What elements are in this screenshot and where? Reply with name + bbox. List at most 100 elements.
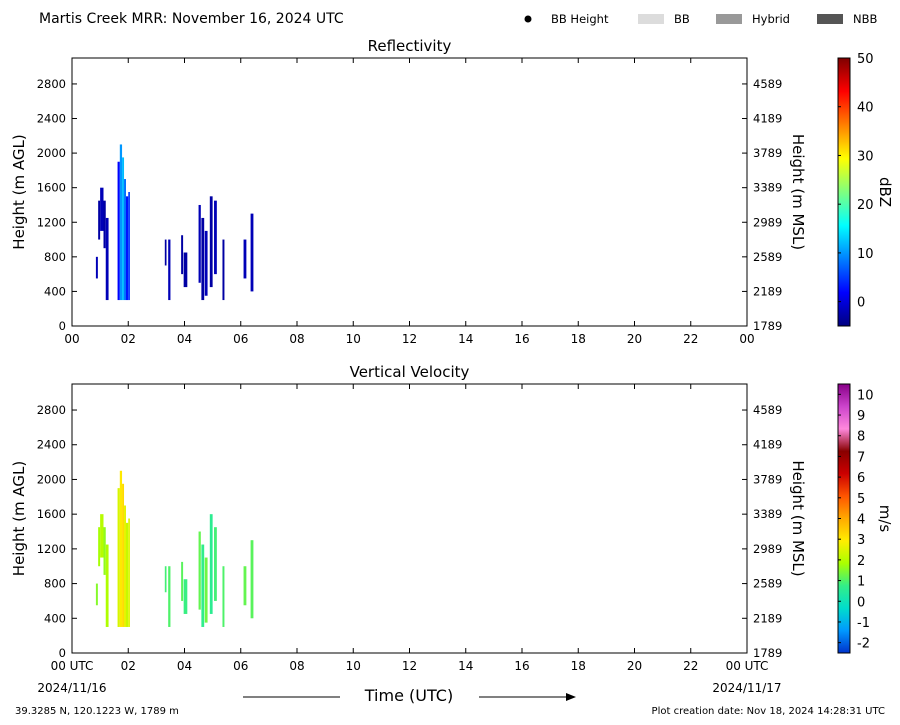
velocity-x-tick-label: 06 [233,659,248,673]
reflectivity-echo-cell [124,179,126,301]
velocity-colorbar-tick-label: 10 [857,388,874,403]
legend-label: BB [674,12,690,26]
velocity-echoes [95,470,254,627]
reflectivity-x-tick-label: 14 [458,332,473,346]
velocity-colorbar-tick-label: 4 [857,513,865,528]
reflectivity-x-tick-label: 10 [346,332,361,346]
velocity-echo-cell [181,561,184,601]
velocity-echo-cell [128,518,130,627]
reflectivity-echo-cell [181,235,184,275]
reflectivity-y2-tick-label: 2589 [753,250,782,264]
velocity-y-tick-label: 400 [44,611,66,625]
reflectivity-x-tick-label: 22 [683,332,698,346]
velocity-y2-tick-label: 4189 [753,438,782,452]
velocity-echo-cell [222,566,225,627]
velocity-colorbar-tick-label: -2 [857,637,870,652]
reflectivity-echo-cell [126,196,129,301]
velocity-echo-cell [204,557,208,623]
velocity-echo-cell [98,527,101,567]
velocity-y2-tick-label: 3389 [753,507,782,521]
velocity-echo-cell [100,514,104,558]
reflectivity-plot-frame [71,57,748,327]
legend: BB Height BB Hybrid NBB [524,12,877,26]
legend-swatch [716,14,742,24]
velocity-echo-cell [164,566,167,593]
velocity-x-tick-label: 00 UTC [726,659,769,673]
reflectivity-y2-tick-label: 4589 [753,77,782,91]
velocity-y2-tick-label: 2989 [753,542,782,556]
reflectivity-y2-tick-label: 1789 [753,319,782,333]
velocity-x-tick-label: 18 [571,659,586,673]
velocity-y-tick-label: 2800 [37,403,66,417]
start-date-label: 2024/11/16 [37,681,106,695]
location-label: 39.3285 N, 120.1223 W, 1789 m [15,706,179,717]
velocity-x-tick-label: 10 [346,659,361,673]
velocity-x-tick-label: 20 [627,659,642,673]
reflectivity-echo-cell [243,239,247,279]
velocity-echo-cell [183,579,188,614]
velocity-x-tick-label: 12 [402,659,417,673]
legend-label: Hybrid [752,12,790,26]
velocity-echo-cell [214,527,217,601]
time-axis-label: Time (UTC) [364,686,453,705]
reflectivity-x-tick-label: 04 [177,332,192,346]
velocity-y2-tick-label: 4589 [753,403,782,417]
reflectivity-echo-cell [250,213,254,292]
velocity-x-tick-label: 00 UTC [51,659,94,673]
velocity-y-tick-label: 2000 [37,472,66,486]
reflectivity-y-tick-label: 2800 [37,77,66,91]
velocity-x-tick-label: 02 [121,659,136,673]
velocity-echo-cell [105,544,109,627]
reflectivity-echo-cell [95,256,98,279]
reflectivity-colorbar-label: dBZ [876,177,894,207]
reflectivity-y-tick-label: 0 [59,319,66,333]
velocity-y2-tick-label: 1789 [753,646,782,660]
legend-swatch [817,14,843,24]
reflectivity-echo-cell [209,196,213,288]
legend-swatch [638,14,664,24]
reflectivity-y-tick-label: 1200 [37,215,66,229]
time-arrow-head [566,693,576,701]
reflectivity-echo-cell [128,192,130,301]
velocity-colorbar-tick-label: -1 [857,616,870,631]
reflectivity-echo-cell [105,217,109,301]
reflectivity-echo-cell [204,230,208,296]
reflectivity-y2-tick-label: 2989 [753,215,782,229]
velocity-y-tick-label: 2400 [37,438,66,452]
reflectivity-x-tick-label: 06 [233,332,248,346]
reflectivity-colorbar-tick-label: 0 [857,296,865,311]
reflectivity-x-tick-label: 00 [64,332,79,346]
reflectivity-echo-cell [222,239,225,301]
reflectivity-colorbar-tick-label: 20 [857,198,874,213]
velocity-y2-tick-label: 2589 [753,577,782,591]
velocity-y-tick-label: 1600 [37,507,66,521]
legend-marker-dot [524,15,532,23]
time-axis-annotation: 2024/11/16 2024/11/17 Time (UTC) [37,681,781,705]
velocity-x-tick-label: 08 [289,659,304,673]
velocity-colorbar-tick-label: 8 [857,430,865,445]
velocity-y-tick-label: 800 [44,577,66,591]
velocity-echo-cell [201,544,205,627]
reflectivity-echo-cell [117,161,120,301]
velocity-x-tick-label: 04 [177,659,192,673]
velocity-y2-tick-label: 3789 [753,472,782,486]
velocity-echo-cell [126,522,129,627]
velocity-colorbar-tick-label: 2 [857,554,865,569]
reflectivity-y-tick-label: 2000 [37,146,66,160]
reflectivity-x-tick-label: 08 [289,332,304,346]
velocity-colorbar-tick-label: 6 [857,471,865,486]
reflectivity-x-tick-label: 12 [402,332,417,346]
velocity-echo-cell [117,488,120,627]
legend-label: BB Height [551,12,609,26]
velocity-colorbar-tick-label: 3 [857,533,865,548]
reflectivity-echo-cell [122,157,125,301]
reflectivity-y2-axis-label: Height (m MSL) [789,134,807,250]
reflectivity-colorbar [837,57,851,327]
velocity-y-axis-label: Height (m AGL) [10,461,28,576]
velocity-colorbar-tick-label: 1 [857,575,865,590]
velocity-x-tick-label: 14 [458,659,473,673]
velocity-title: Vertical Velocity [350,363,470,381]
